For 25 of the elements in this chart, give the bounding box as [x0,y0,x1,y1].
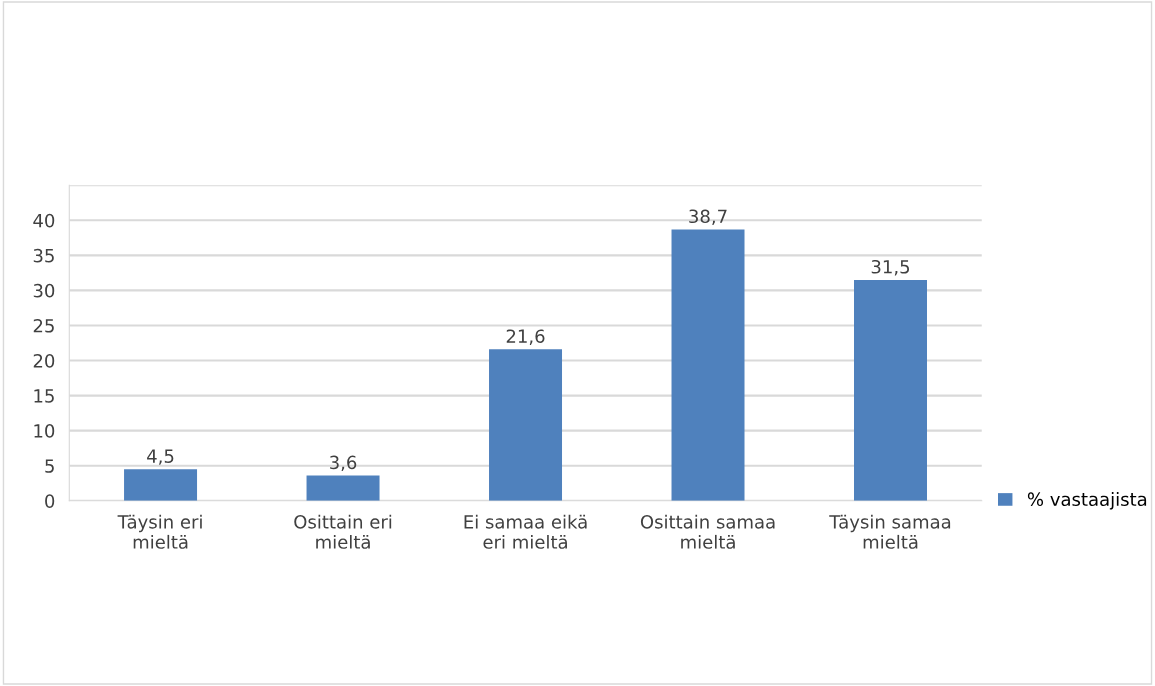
x-tick-label: Osittain samaa mieltä [640,514,775,549]
y-tick-label: 35 [33,248,54,263]
legend-label: % vastaajista [1027,492,1147,510]
data-label: 21,6 [506,329,545,345]
bar [489,349,563,501]
data-label: 4,5 [147,449,174,465]
bar [124,469,198,501]
bar [306,475,380,501]
y-tick-label: 20 [33,353,55,368]
x-tick-label: Osittain eri mieltä [294,514,392,549]
y-tick-label: 5 [45,459,54,473]
y-tick-label: 10 [34,424,55,438]
x-tick-label: Ei samaa eikä eri mieltä [464,514,587,549]
bar [671,229,745,501]
y-tick-label: 25 [33,318,54,333]
y-tick-label: 40 [33,213,55,228]
data-label: 31,5 [871,259,910,276]
x-tick-label: Täysin eri mieltä [117,514,202,549]
y-tick-label: 0 [45,494,55,508]
y-tick-label: 15 [34,389,54,403]
data-label: 38,7 [689,209,727,225]
bar [854,279,927,501]
y-tick-label: 30 [33,283,55,298]
data-label: 3,6 [330,455,357,472]
x-tick-label: Täysin samaa mieltä [829,514,951,549]
